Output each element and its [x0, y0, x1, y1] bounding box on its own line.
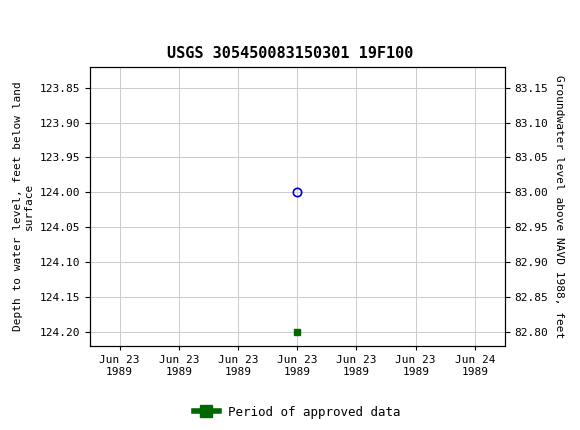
Y-axis label: Groundwater level above NAVD 1988, feet: Groundwater level above NAVD 1988, feet	[554, 75, 564, 338]
Y-axis label: Depth to water level, feet below land
surface: Depth to water level, feet below land su…	[13, 82, 34, 331]
Text: ≡USGS: ≡USGS	[6, 10, 77, 28]
Legend: Period of approved data: Period of approved data	[188, 401, 406, 424]
Text: USGS 305450083150301 19F100: USGS 305450083150301 19F100	[167, 46, 413, 61]
